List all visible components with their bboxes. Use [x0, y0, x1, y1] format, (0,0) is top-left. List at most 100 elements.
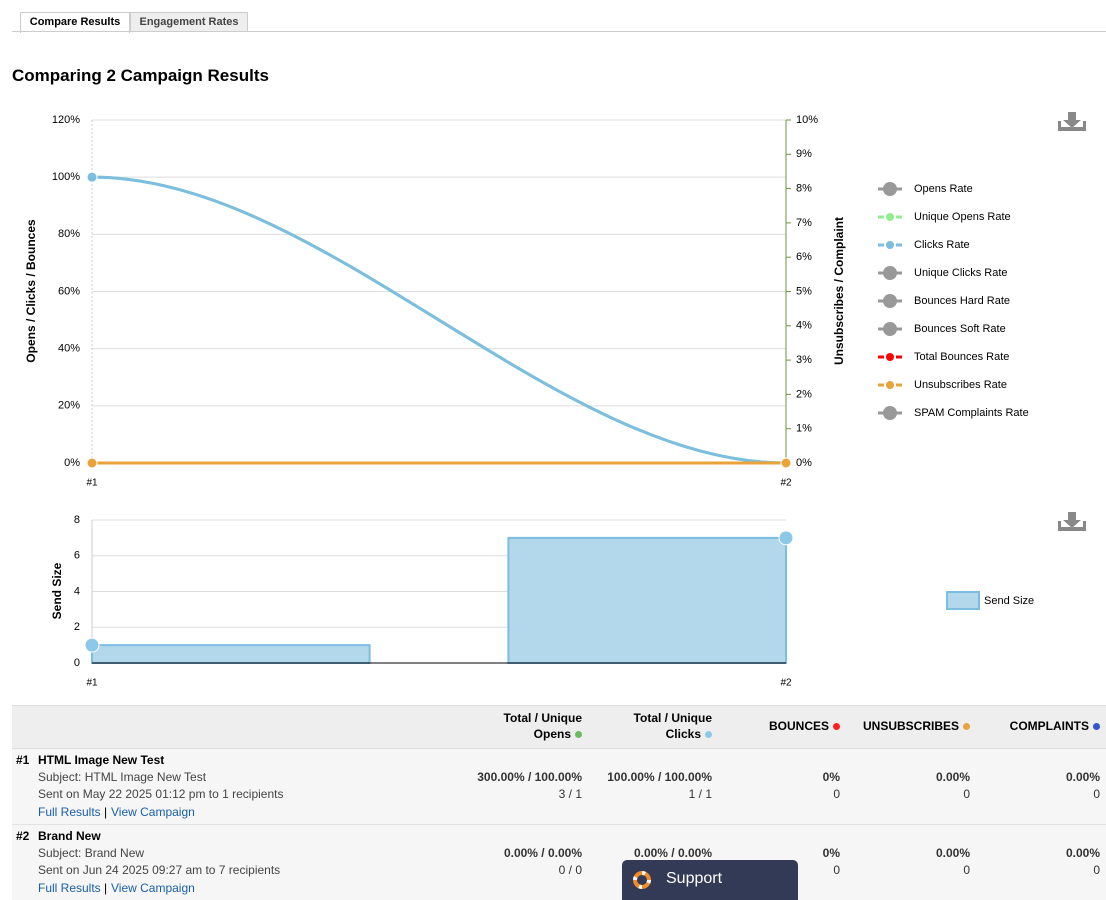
y-tick-label: 20%	[58, 400, 80, 412]
header-cell: Total / Unique Clicks	[602, 710, 712, 742]
y-tick-label: 120%	[52, 114, 80, 126]
legend-label: Send Size	[984, 595, 1034, 607]
subject: Subject: Brand New	[38, 846, 145, 860]
sent-info: Sent on May 22 2025 01:12 pm to 1 recipi…	[38, 787, 284, 801]
cell-value: 0%	[822, 846, 840, 860]
y2-tick-label: 0%	[796, 457, 812, 469]
y-axis-label: Send Size	[50, 562, 64, 619]
y2-tick-label: 7%	[796, 217, 812, 229]
campaign-name: Brand New	[38, 829, 101, 843]
support-label: Support	[666, 870, 723, 887]
tab-line	[12, 31, 1106, 32]
tab[interactable]: Compare Results	[20, 12, 130, 33]
legend-marker	[886, 381, 894, 389]
legend-label: Unsubscribes Rate	[914, 379, 1007, 391]
link[interactable]: Full Results	[38, 805, 101, 819]
y-tick-label: 100%	[52, 171, 80, 183]
cell-count: 0	[963, 863, 970, 877]
results-table: Total / Unique Opens Total / Unique Click…	[12, 705, 1106, 900]
link[interactable]: View Campaign	[111, 881, 195, 895]
cell-value: 0.00%	[1065, 770, 1100, 784]
header-label: Total / Unique Opens	[503, 711, 582, 741]
header-cell: Total / Unique Opens	[472, 710, 582, 742]
legend-swatch	[946, 591, 980, 610]
legend-label: Bounces Soft Rate	[914, 323, 1006, 335]
header-dot	[963, 723, 970, 730]
subject: Subject: HTML Image New Test	[38, 770, 207, 784]
cell-count: 0	[833, 863, 840, 877]
legend-label: Unique Clicks Rate	[914, 267, 1008, 279]
support-button[interactable]: Support	[622, 860, 798, 900]
x-tick-label: #2	[780, 478, 792, 489]
legend-label: SPAM Complaints Rate	[914, 407, 1029, 419]
charts: 0% 20% 40% 60% 80% 100% 120% 0% 1% 2% 3% 4% 5% 6% 7% 8%…	[24, 112, 1086, 689]
campaign-name: HTML Image New Test	[38, 753, 165, 767]
cell-count: 1 / 1	[688, 787, 712, 801]
x-tick-label: #1	[86, 678, 98, 689]
y-tick-label: 6	[74, 550, 80, 562]
legend-label: Unique Opens Rate	[914, 211, 1011, 223]
x-tick-label: #1	[86, 478, 98, 489]
y-tick-label: 0	[74, 657, 80, 669]
header-dot	[705, 731, 712, 738]
cell-count: 0	[1093, 787, 1100, 801]
sent-info: Sent on Jun 24 2025 09:27 am to 7 recipi…	[38, 863, 281, 877]
y2-tick-label: 1%	[796, 423, 812, 435]
legend-marker	[883, 294, 897, 308]
link[interactable]: Full Results	[38, 881, 101, 895]
separator: |	[104, 805, 108, 819]
cell-count: 0	[963, 787, 970, 801]
legend-label: Opens Rate	[914, 183, 973, 195]
header-label: COMPLAINTS	[1009, 719, 1089, 733]
header-cell: COMPLAINTS	[970, 718, 1100, 734]
y-tick-label: 0%	[64, 457, 80, 469]
y2-tick-label: 9%	[796, 148, 812, 160]
y2-tick-label: 6%	[796, 251, 812, 263]
legend-marker	[883, 266, 897, 280]
separator: |	[104, 881, 108, 895]
row-number: #1	[16, 753, 30, 767]
point	[780, 457, 792, 469]
y-tick-label: 40%	[58, 343, 80, 355]
table-row: #2 Brand New Subject: Brand New Sent on Jun…	[12, 825, 1106, 900]
link[interactable]: View Campaign	[111, 805, 195, 819]
header-cell: BOUNCES	[720, 718, 840, 734]
header-cell: UNSUBSCRIBES	[840, 718, 970, 734]
y-tick-label: 8	[74, 514, 80, 526]
y-tick-label: 60%	[58, 285, 80, 297]
cell-value: 0.00%	[935, 770, 970, 784]
legend-marker	[886, 241, 894, 249]
y2-tick-label: 8%	[796, 183, 812, 195]
y2-tick-label: 4%	[796, 320, 812, 332]
y2-tick-label: 5%	[796, 285, 812, 297]
cell-value: 0.00% / 0.00%	[633, 846, 712, 860]
point	[778, 530, 794, 546]
y-axis-label: Opens / Clicks / Bounces	[24, 219, 38, 363]
download-icon[interactable]	[1058, 112, 1086, 131]
cell-count: 3 / 1	[558, 787, 582, 801]
legend-label: Total Bounces Rate	[914, 351, 1009, 363]
cell-value: 0.00% / 0.00%	[503, 846, 582, 860]
y-tick-label: 2	[74, 621, 80, 633]
header-label: Total / Unique Clicks	[633, 711, 712, 741]
x-tick-label: #2	[780, 678, 792, 689]
y2-axis-label: Unsubscribes / Complaint	[832, 217, 846, 365]
support-icon	[633, 871, 651, 889]
row-number: #2	[16, 829, 30, 843]
tab[interactable]: Engagement Rates	[130, 12, 248, 32]
bar	[91, 644, 371, 664]
cell-value: 0.00%	[1065, 846, 1100, 860]
y2-tick-label: 10%	[796, 114, 818, 126]
cell-value: 0.00%	[935, 846, 970, 860]
header-label: BOUNCES	[768, 719, 829, 733]
legend-label: Bounces Hard Rate	[914, 295, 1010, 307]
point	[86, 171, 98, 183]
cell-count: 0 / 0	[558, 863, 582, 877]
series-line	[91, 175, 787, 465]
header-dot	[833, 723, 840, 730]
cell-value: 0%	[822, 770, 840, 784]
y-tick-label: 4	[74, 585, 80, 597]
cell-count: 0	[833, 787, 840, 801]
download-icon[interactable]	[1058, 512, 1086, 531]
